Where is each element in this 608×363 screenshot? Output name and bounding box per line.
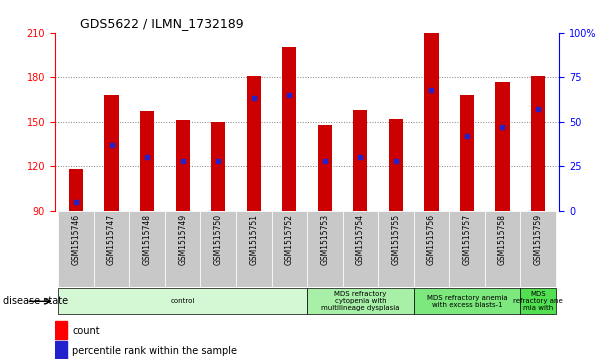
- Bar: [318, 125, 332, 211]
- Text: GSM1515749: GSM1515749: [178, 214, 187, 265]
- Bar: [413, 211, 449, 287]
- Text: GSM1515750: GSM1515750: [213, 214, 223, 265]
- Text: GSM1515754: GSM1515754: [356, 214, 365, 265]
- Text: GSM1515753: GSM1515753: [320, 214, 330, 265]
- Bar: [307, 211, 342, 287]
- Bar: [69, 169, 83, 211]
- Text: GSM1515747: GSM1515747: [107, 214, 116, 265]
- Bar: [520, 288, 556, 314]
- Bar: [140, 111, 154, 211]
- Bar: [378, 211, 413, 287]
- Text: percentile rank within the sample: percentile rank within the sample: [72, 346, 237, 356]
- Bar: [130, 211, 165, 287]
- Bar: [449, 211, 485, 287]
- Bar: [282, 48, 296, 211]
- Text: count: count: [72, 326, 100, 336]
- Text: GSM1515759: GSM1515759: [534, 214, 542, 265]
- Bar: [496, 82, 510, 211]
- Bar: [531, 76, 545, 211]
- Bar: [94, 211, 130, 287]
- Text: MDS refractory
cytopenia with
multilineage dysplasia: MDS refractory cytopenia with multilinea…: [321, 291, 399, 311]
- Bar: [201, 211, 236, 287]
- Text: GSM1515757: GSM1515757: [463, 214, 471, 265]
- Bar: [485, 211, 520, 287]
- Text: MDS
refractory ane
mia with: MDS refractory ane mia with: [513, 291, 563, 311]
- Bar: [55, 341, 67, 359]
- Bar: [165, 211, 201, 287]
- Bar: [353, 110, 367, 211]
- Bar: [211, 122, 226, 211]
- Bar: [460, 95, 474, 211]
- Text: GSM1515748: GSM1515748: [143, 214, 151, 265]
- Text: GSM1515758: GSM1515758: [498, 214, 507, 265]
- Text: control: control: [170, 298, 195, 304]
- Bar: [413, 288, 520, 314]
- Bar: [247, 76, 261, 211]
- Text: GSM1515752: GSM1515752: [285, 214, 294, 265]
- Text: GSM1515751: GSM1515751: [249, 214, 258, 265]
- Bar: [272, 211, 307, 287]
- Bar: [236, 211, 272, 287]
- Bar: [520, 211, 556, 287]
- Bar: [342, 211, 378, 287]
- Bar: [176, 120, 190, 211]
- Bar: [389, 119, 403, 211]
- Text: GSM1515755: GSM1515755: [392, 214, 401, 265]
- Bar: [58, 288, 307, 314]
- Text: GSM1515756: GSM1515756: [427, 214, 436, 265]
- Bar: [58, 211, 94, 287]
- Bar: [105, 95, 119, 211]
- Text: MDS refractory anemia
with excess blasts-1: MDS refractory anemia with excess blasts…: [427, 295, 507, 308]
- Bar: [55, 322, 67, 339]
- Bar: [307, 288, 413, 314]
- Bar: [424, 33, 438, 211]
- Text: GDS5622 / ILMN_1732189: GDS5622 / ILMN_1732189: [80, 17, 244, 30]
- Text: disease state: disease state: [3, 296, 68, 306]
- Text: GSM1515746: GSM1515746: [72, 214, 80, 265]
